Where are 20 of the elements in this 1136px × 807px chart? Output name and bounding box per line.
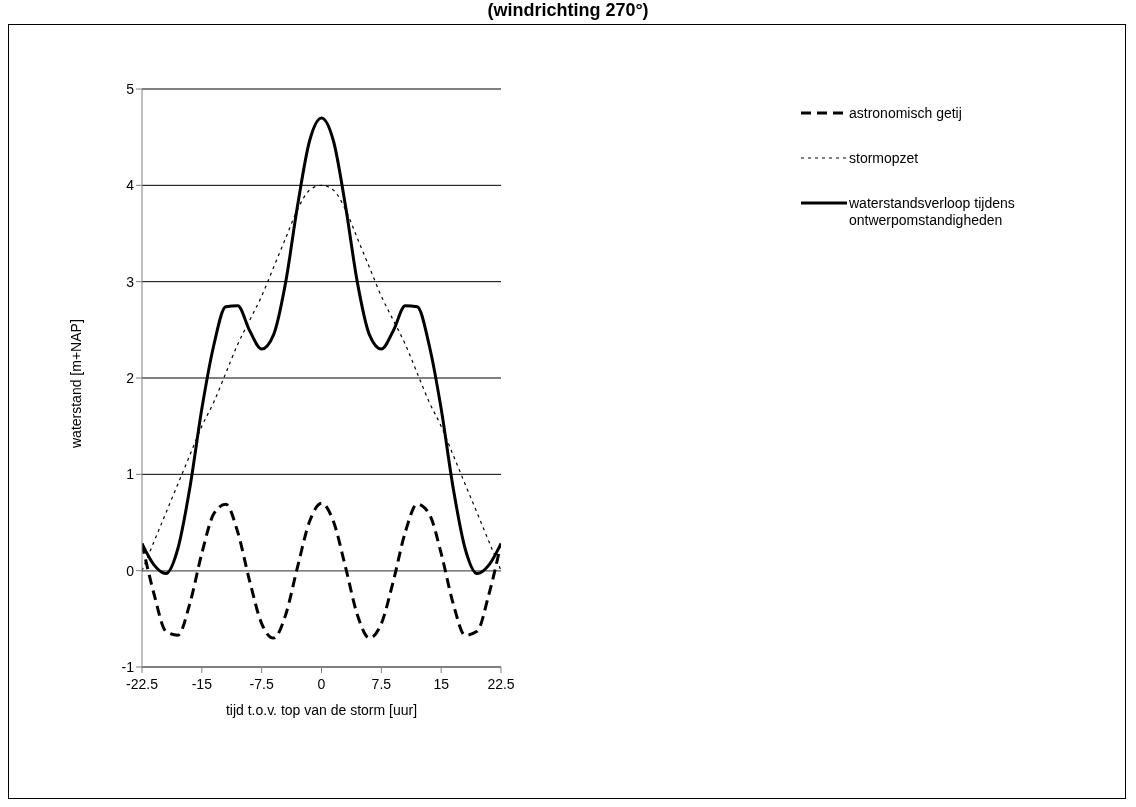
x-tick-label: 15 <box>433 675 450 692</box>
x-tick-label: 0 <box>317 675 326 692</box>
text: (windrichting 270°) <box>486 0 650 20</box>
legend-label: waterstandsverloop tijdens ontwerpomstandigheden <box>849 195 1016 229</box>
y-tick-label: 4 <box>126 177 135 194</box>
y-tick-label: -1 <box>121 658 135 675</box>
legend-label: astronomisch getij <box>849 105 963 122</box>
y-tick-label: 2 <box>126 369 135 386</box>
x-axis-title: tijd t.o.v. top van de storm [uur] <box>225 702 418 718</box>
x-tick-label: -15 <box>191 675 213 692</box>
y-axis-title: waterstand [m+NAP] <box>67 319 84 449</box>
y-tick-label: 0 <box>126 562 135 579</box>
x-tick-label: 22.5 <box>487 675 515 692</box>
y-tick-label: 5 <box>126 80 135 97</box>
x-tick-label: -7.5 <box>249 675 274 692</box>
x-tick-label: -22.5 <box>126 675 159 692</box>
x-tick-label: 7.5 <box>371 675 392 692</box>
y-tick-label: 3 <box>126 273 135 290</box>
y-tick-label: 1 <box>126 466 135 483</box>
legend-label: stormopzet <box>849 150 920 167</box>
